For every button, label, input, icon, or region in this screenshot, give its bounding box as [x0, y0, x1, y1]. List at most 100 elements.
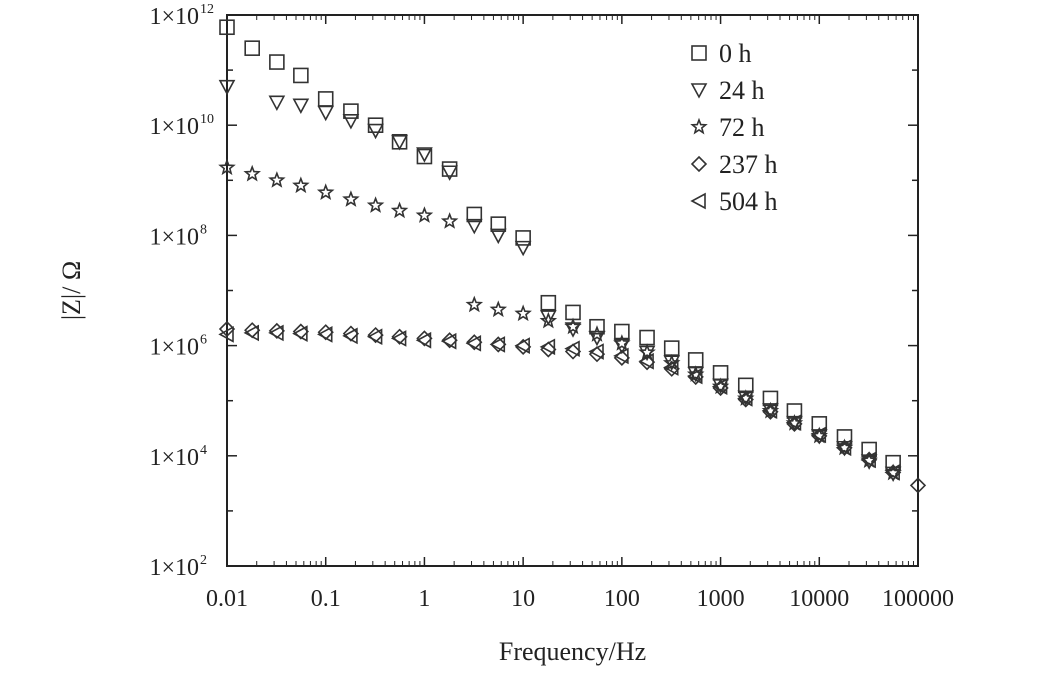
data-point [415, 206, 434, 223]
data-point [366, 196, 385, 213]
data-point [711, 378, 728, 395]
legend-label: 72 h [719, 113, 765, 142]
data-point [514, 304, 532, 322]
legend-label: 504 h [719, 187, 778, 216]
data-point [391, 328, 408, 345]
y-tick-exponent: 2 [200, 553, 207, 568]
data-point [390, 330, 407, 347]
y-tick-label: 1×10 [149, 335, 199, 361]
data-point [687, 367, 703, 385]
x-tick-label: 100 [604, 586, 640, 612]
data-point [860, 451, 876, 469]
data-point [416, 148, 433, 165]
legend-marker [690, 83, 708, 99]
data-point [316, 183, 335, 200]
data-point [343, 103, 359, 119]
plot-area-border [226, 14, 919, 567]
data-point [218, 320, 236, 338]
x-tick-label: 0.01 [206, 586, 248, 612]
data-point [514, 337, 530, 354]
data-point [292, 98, 310, 114]
data-point [465, 295, 484, 313]
y-tick-exponent: 4 [200, 443, 207, 458]
legend-label: 24 h [719, 76, 765, 105]
plot-frame [226, 14, 919, 567]
legend-marker [690, 117, 708, 135]
y-tick-label: 1×10 [149, 555, 199, 581]
data-point [218, 326, 234, 343]
series-0-h [219, 19, 901, 471]
data-point [861, 451, 878, 468]
data-point [489, 228, 507, 245]
y-axis-title: |Z|/ Ω [57, 261, 86, 320]
data-point [219, 19, 235, 36]
data-point [465, 334, 482, 352]
data-point [441, 161, 458, 177]
data-point [737, 390, 753, 407]
data-point [564, 340, 580, 357]
data-point [514, 240, 532, 257]
data-point [367, 326, 384, 344]
data-point [564, 317, 582, 335]
legend-label: 237 h [719, 150, 778, 179]
x-tick-label: 10 [511, 586, 535, 612]
legend: 0 h 24 h 72 h 237 h 504 h [690, 39, 778, 216]
data-point [342, 114, 360, 130]
data-point [490, 216, 507, 232]
data-point [317, 324, 334, 341]
data-point [588, 325, 606, 342]
data-point [292, 176, 310, 194]
data-point [342, 190, 360, 207]
data-point [885, 454, 901, 471]
data-point [909, 477, 927, 494]
data-point [687, 352, 704, 368]
x-tick-label: 100000 [882, 586, 954, 612]
data-point [390, 201, 409, 219]
data-point [663, 340, 680, 356]
data-point [268, 171, 286, 188]
data-series [218, 19, 927, 494]
data-point [540, 341, 557, 358]
legend-marker [690, 192, 706, 210]
data-point [761, 402, 778, 419]
data-point [244, 40, 260, 56]
data-point [515, 230, 531, 246]
data-point [836, 439, 853, 456]
data-point [589, 318, 605, 335]
data-point [243, 164, 261, 182]
data-point [835, 439, 852, 457]
x-axis-title: Frequency/Hz [499, 637, 646, 666]
y-tick-label: 1×10 [149, 224, 199, 250]
data-point [686, 365, 705, 382]
x-tick-label: 0.1 [311, 586, 341, 612]
data-point [785, 414, 802, 431]
data-point [810, 426, 827, 444]
legend-label: 0 h [719, 39, 752, 68]
data-point [366, 328, 383, 346]
data-point [317, 91, 334, 107]
data-point [540, 294, 557, 311]
data-point [391, 133, 408, 150]
data-point [613, 334, 631, 351]
x-tick-label: 10000 [789, 586, 849, 612]
data-point [269, 54, 285, 70]
y-tick-label: 1×10 [149, 445, 199, 471]
data-point [244, 322, 261, 339]
series-72-h [218, 158, 902, 481]
data-point [465, 218, 483, 235]
data-point [268, 322, 285, 340]
legend-marker [691, 45, 707, 61]
series-237-h [218, 320, 927, 494]
data-point [342, 327, 358, 345]
data-point [489, 300, 508, 318]
data-point [588, 346, 606, 363]
y-tick-exponent: 6 [200, 333, 207, 348]
data-point [440, 212, 459, 229]
data-point [466, 206, 483, 223]
data-point [885, 464, 902, 481]
y-tick-label: 1×10 [149, 114, 199, 140]
data-point [539, 311, 558, 329]
data-point [588, 343, 604, 360]
